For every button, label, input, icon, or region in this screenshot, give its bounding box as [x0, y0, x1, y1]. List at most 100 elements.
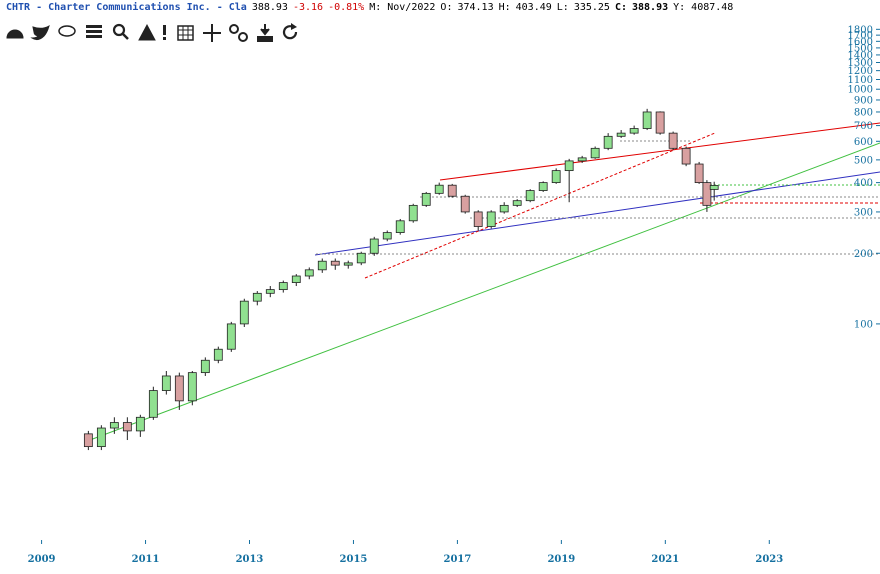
candle-body — [148, 390, 158, 418]
change: -3.16 — [292, 2, 324, 13]
month: M: Nov/2022 — [369, 2, 436, 13]
candle-body — [668, 132, 678, 149]
y-tick-label: 100 — [854, 319, 873, 330]
quote-header: CHTR - Charter Communications Inc. - Cla… — [6, 2, 880, 13]
candle-body — [499, 204, 509, 213]
candle-body — [564, 160, 574, 172]
y-tick-label: 500 — [854, 155, 873, 166]
x-tick-label: 2017 — [443, 554, 471, 565]
refresh-icon[interactable] — [282, 25, 298, 40]
y-tick-label: 800 — [854, 107, 873, 118]
candle-body — [252, 292, 262, 302]
candle-body — [395, 220, 405, 233]
twitter-icon[interactable] — [30, 24, 50, 41]
trend-line — [89, 142, 880, 441]
x-tick-label: 2021 — [651, 554, 679, 565]
change-pct: -0.81% — [328, 2, 365, 13]
move-icon[interactable] — [203, 24, 221, 42]
last-price: 388.93 — [251, 2, 288, 13]
candle-body — [96, 427, 106, 448]
x-tick-label: 2011 — [132, 554, 160, 565]
low-value: 335.25 — [573, 2, 610, 13]
candle-body — [382, 232, 392, 240]
candle-body — [291, 275, 301, 283]
candles — [83, 108, 719, 451]
y-tick-label: 1300 — [848, 58, 873, 69]
candle-body — [681, 147, 691, 165]
trend-line — [314, 171, 880, 256]
candle-body — [135, 416, 145, 432]
year: Y: 4087.48 — [673, 2, 734, 13]
candle-body — [709, 185, 719, 190]
candle-body — [408, 204, 418, 222]
y-tick-label: 300 — [854, 207, 873, 218]
drawings — [89, 122, 880, 441]
calendar-icon[interactable] — [177, 25, 194, 41]
candle-body — [226, 323, 236, 350]
candle-body — [590, 147, 600, 159]
candle-body — [629, 128, 639, 134]
candle-body — [330, 260, 340, 266]
y-tick-label: 700 — [854, 121, 873, 132]
candle-body — [702, 182, 712, 206]
x-tick-label: 2023 — [755, 554, 783, 565]
y-tick-label: 1700 — [848, 31, 873, 42]
toolbar — [6, 23, 298, 42]
y-tick-label: 1100 — [848, 75, 873, 86]
candle-body — [317, 260, 327, 271]
candle-body — [655, 111, 665, 134]
y-tick-label: 600 — [854, 137, 873, 148]
high-value: 403.49 — [515, 2, 552, 13]
candle-body — [278, 282, 288, 291]
high-label: H: — [498, 2, 511, 13]
candle-body — [642, 111, 652, 129]
candle-body — [83, 433, 93, 448]
candle-body — [525, 190, 535, 202]
candle-body — [486, 211, 496, 227]
candle-body — [460, 195, 470, 213]
low-label: L: — [556, 2, 569, 13]
candle-body — [304, 269, 314, 277]
x-tick-label: 2019 — [547, 554, 575, 565]
candle-body — [616, 132, 626, 137]
candle-body — [356, 252, 366, 264]
candle-body — [369, 238, 379, 254]
y-tick-label: 1800 — [848, 25, 873, 36]
download-icon[interactable] — [257, 24, 273, 42]
exclaim-icon[interactable] — [163, 25, 166, 35]
x-tick-label: 2013 — [236, 554, 264, 565]
candle-body — [187, 372, 197, 402]
candle-body — [343, 262, 353, 266]
candle-body — [161, 375, 171, 391]
y-tick-label: 1400 — [848, 50, 873, 61]
y-tick-label: 400 — [854, 178, 873, 189]
candle-body — [473, 211, 483, 227]
candle-body — [577, 157, 587, 162]
candle-body — [109, 422, 119, 429]
y-tick-label: 1500 — [848, 43, 873, 54]
search-icon[interactable] — [112, 23, 126, 37]
dashboard-icon[interactable] — [6, 29, 24, 39]
candle-body — [213, 348, 223, 361]
open-value: 374.13 — [457, 2, 494, 13]
y-tick-label: 1200 — [848, 66, 873, 77]
candle-body — [434, 184, 444, 194]
trend-line — [364, 132, 716, 279]
candle-body — [538, 182, 548, 191]
candle-body — [239, 300, 249, 325]
x-tick-label: 2009 — [28, 554, 56, 565]
close-value: 388.93 — [631, 2, 669, 13]
alert-icon[interactable] — [138, 23, 156, 41]
y-tick-label: 200 — [854, 249, 873, 260]
y-tick-label: 1000 — [848, 85, 873, 96]
candle-body — [551, 170, 561, 184]
link-icon[interactable] — [229, 24, 239, 34]
candle-body — [122, 422, 132, 432]
candle-body — [603, 135, 613, 149]
comment-icon[interactable] — [58, 25, 76, 37]
y-tick-label: 900 — [854, 95, 873, 106]
candle-body — [421, 192, 431, 206]
list-icon[interactable] — [86, 25, 102, 38]
candle-body — [174, 375, 184, 402]
